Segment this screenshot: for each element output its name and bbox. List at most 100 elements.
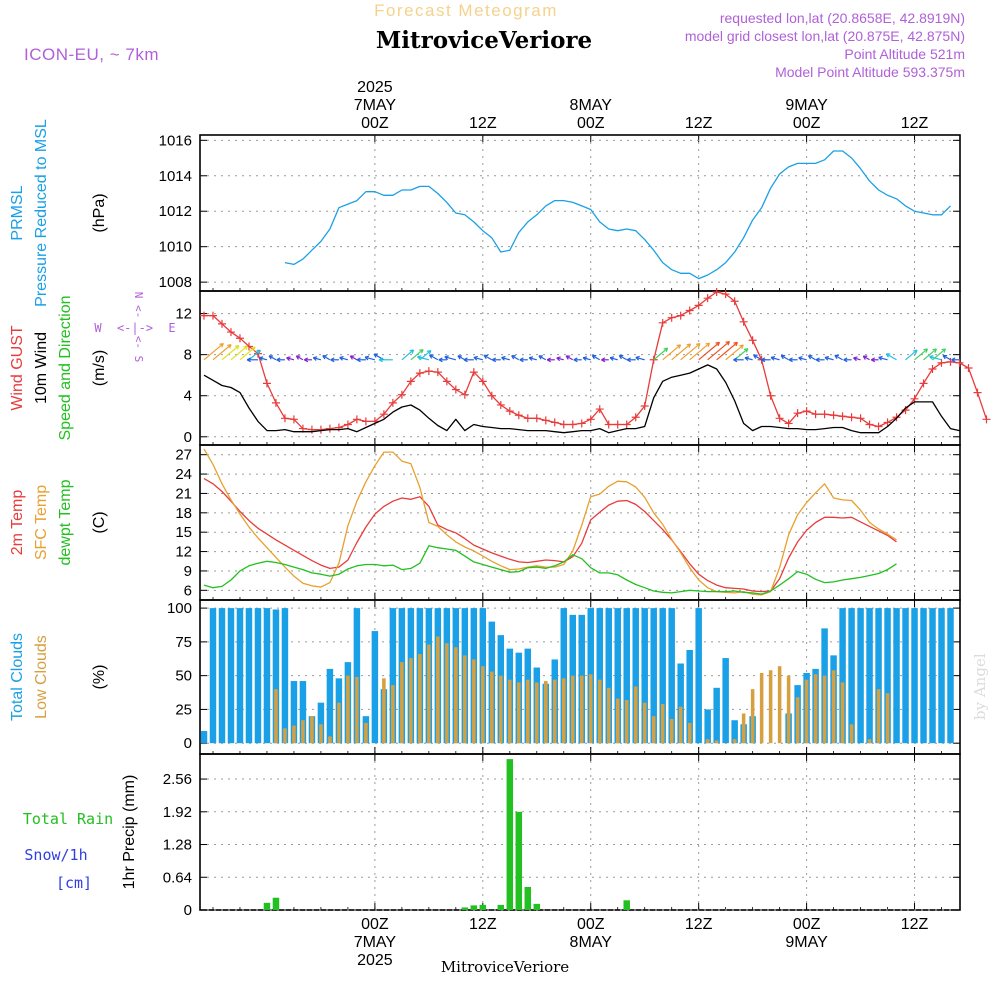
gust-marker — [568, 420, 577, 429]
bar-secondary — [795, 697, 800, 744]
side-label: dewpt Temp — [57, 479, 74, 565]
time-label-top: 00Z — [793, 115, 821, 132]
y-tick-label: 15 — [175, 524, 192, 541]
bar-secondary — [292, 725, 296, 744]
wind-arrow-head — [501, 356, 506, 361]
wind-arrow-head — [843, 357, 848, 363]
wind-arrow-head — [912, 349, 918, 355]
model-altitude: Model Point Altitude 593.375m — [775, 64, 965, 80]
time-label-top: 2025 — [357, 79, 393, 96]
wind-arrow-head — [932, 348, 938, 353]
wind-arrow — [538, 355, 547, 361]
gust-marker — [469, 368, 478, 377]
series-line — [204, 291, 988, 431]
wind-arrow — [417, 356, 430, 361]
wind-arrow — [698, 341, 720, 361]
wind-arrow — [473, 356, 483, 361]
bar-secondary — [535, 682, 539, 744]
side-label: (C) — [91, 511, 108, 533]
y-tick-label: 12 — [175, 544, 192, 561]
wind-arrow-head — [618, 354, 624, 360]
bar-primary — [713, 687, 720, 744]
wind-arrow — [653, 347, 669, 361]
wind-arrow — [923, 348, 937, 361]
y-tick-label: 1012 — [159, 203, 192, 220]
wind-arrow-head — [951, 357, 956, 363]
y-tick-label: 25 — [175, 701, 192, 718]
wind-arrow — [905, 349, 918, 361]
wind-arrow-head — [538, 355, 543, 360]
bar-primary — [263, 902, 271, 910]
wind-arrow-head — [824, 355, 830, 361]
side-label: Speed and Direction — [57, 296, 74, 441]
wind-arrow-head — [419, 348, 424, 354]
wind-arrow-head — [256, 349, 261, 355]
legend-total-rain: Total Rain — [23, 810, 113, 828]
compass-s: <- S — [132, 336, 145, 363]
wind-arrow — [373, 353, 385, 361]
bar-secondary — [633, 686, 638, 744]
wind-arrow-head — [609, 356, 615, 361]
wind-arrow-head — [528, 356, 534, 361]
bar-primary — [668, 608, 675, 744]
panel-frame — [199, 444, 961, 601]
wind-arrow — [364, 356, 376, 361]
bar-primary — [695, 608, 702, 744]
wind-arrow — [483, 354, 493, 361]
panel-0: 1008 1010 1012 1014 1016 PRMSL Pressure Reduce… — [9, 119, 961, 307]
side-label: Wind GUST — [9, 325, 26, 411]
wind-arrow-head — [234, 345, 240, 350]
bar-primary — [326, 668, 334, 744]
compass-n: N <- — [132, 292, 145, 319]
bar-primary — [857, 608, 864, 744]
bar-primary — [263, 608, 271, 744]
wind-arrow-head — [770, 355, 776, 361]
gust-marker — [820, 410, 829, 419]
gust-marker — [496, 400, 505, 409]
bar-primary — [236, 608, 244, 744]
bar-secondary — [768, 670, 773, 744]
gust-marker — [964, 364, 973, 372]
wind-arrow-head — [725, 340, 730, 346]
legend-snow-unit: [cm] — [56, 874, 92, 892]
wind-arrow — [609, 357, 618, 361]
bar-secondary — [274, 689, 278, 744]
bar-primary — [911, 608, 918, 744]
bar-primary — [389, 608, 397, 744]
wind-arrow-head — [862, 355, 868, 360]
wind-arrow-head — [511, 355, 516, 360]
bar-primary — [632, 608, 639, 744]
bar-primary — [506, 759, 514, 910]
gust-marker — [955, 358, 964, 367]
wind-arrow-head — [807, 355, 813, 360]
side-label: (hPa) — [91, 193, 108, 232]
gust-marker — [658, 318, 667, 327]
wind-arrow-head — [546, 357, 551, 363]
wind-arrow-head — [739, 344, 744, 349]
wind-arrow — [808, 355, 816, 361]
wind-arrow-head — [519, 357, 524, 363]
wind-arrow — [286, 357, 295, 361]
gust-marker — [937, 358, 946, 367]
bar-primary — [902, 608, 909, 744]
bar-secondary — [499, 675, 503, 744]
wind-arrow — [339, 356, 349, 361]
bar-secondary — [526, 679, 530, 744]
series-line — [203, 478, 897, 593]
gust-marker — [226, 328, 235, 337]
y-tick-label: 9 — [184, 563, 192, 580]
side-label: 2m Temp — [9, 490, 26, 556]
gust-marker — [829, 411, 838, 420]
requested-coords: requested lon,lat (20.8658E, 42.8919N) — [720, 10, 965, 26]
wind-arrow — [914, 348, 928, 361]
wind-arrow-head — [286, 356, 291, 362]
wind-arrow — [259, 357, 268, 361]
gust-marker — [505, 407, 514, 416]
y-tick-label: 27 — [175, 447, 192, 464]
gust-marker — [775, 414, 784, 423]
wind-arrow — [565, 355, 574, 361]
time-label-top: 7MAY — [354, 97, 397, 114]
bar-secondary — [337, 702, 341, 744]
series-line — [203, 545, 897, 595]
